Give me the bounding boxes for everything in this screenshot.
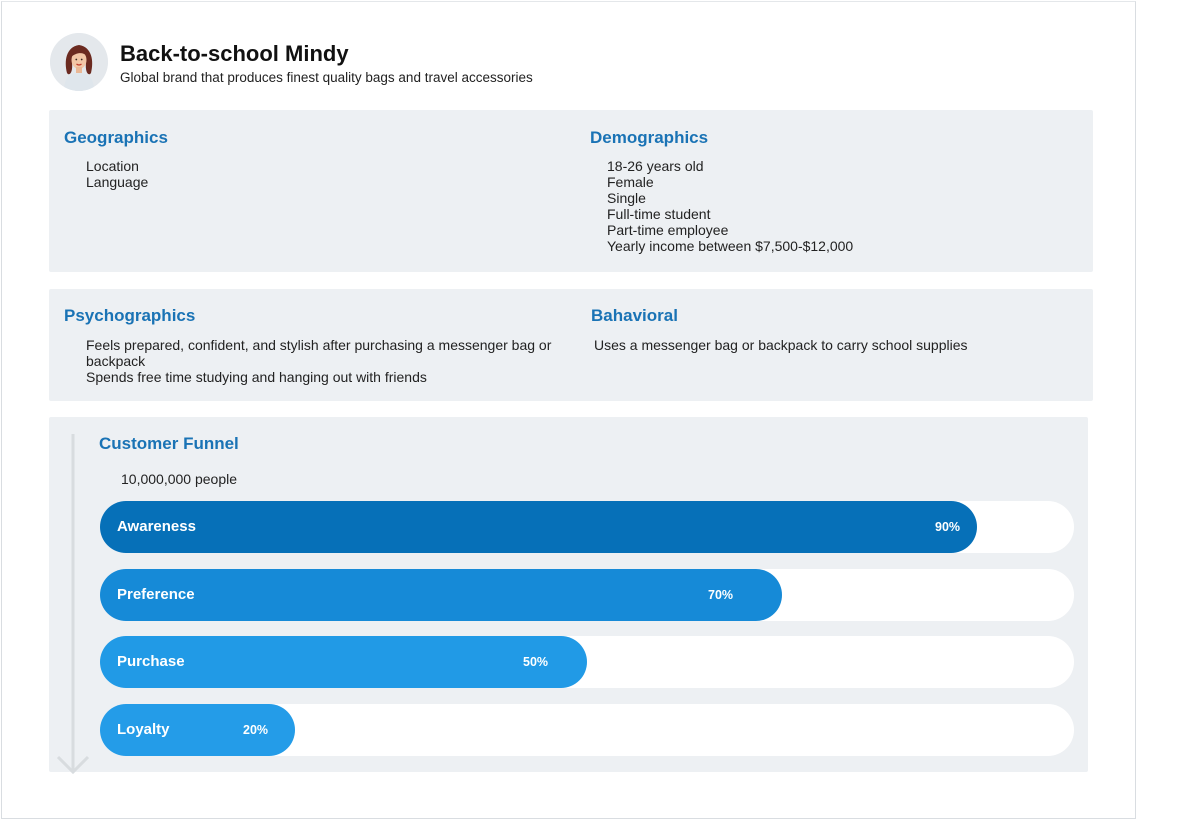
- geographics-title: Geographics: [64, 128, 168, 147]
- funnel-stage-label: Awareness: [117, 518, 196, 535]
- psycho-behavior-panel: Psychographics Feels prepared, confident…: [49, 289, 1093, 401]
- psychographics-list: Feels prepared, confident, and stylish a…: [86, 337, 566, 385]
- woman-portrait-icon: [50, 33, 108, 91]
- psychographics-title: Psychographics: [64, 306, 196, 325]
- funnel-stage-label: Preference: [117, 586, 195, 603]
- demographics-item: Part-time employee: [607, 222, 729, 238]
- demographics-list: 18-26 years old Female Single Full-time …: [607, 158, 853, 254]
- geographics-list: Location Language: [86, 158, 148, 190]
- funnel-bar-preference: Preference 70%: [100, 569, 782, 621]
- funnel-stage-purchase: Purchase 50%: [100, 636, 1074, 688]
- funnel-stage-percent: 70%: [708, 588, 734, 602]
- demographics-item: Full-time student: [607, 206, 711, 222]
- demographics-item: Single: [607, 190, 646, 206]
- funnel-stage-label: Loyalty: [117, 721, 170, 738]
- customer-funnel-panel: Customer Funnel 10,000,000 people Awaren…: [49, 417, 1088, 775]
- behavioral-item: Uses a messenger bag or backpack to carr…: [594, 337, 968, 353]
- funnel-stage-percent: 50%: [523, 655, 549, 669]
- funnel-bar-loyalty: Loyalty 20%: [100, 704, 295, 756]
- behavioral-title: Bahavioral: [591, 306, 678, 325]
- down-arrow-icon: [56, 434, 90, 775]
- funnel-bar-purchase: Purchase 50%: [100, 636, 587, 688]
- funnel-stage-loyalty: Loyalty 20%: [100, 704, 1074, 756]
- funnel-stage-awareness: Awareness 90%: [100, 501, 1074, 553]
- funnel-people-count: 10,000,000 people: [121, 471, 237, 487]
- persona-avatar: [50, 33, 108, 91]
- geo-demo-panel: Geographics Location Language Demographi…: [49, 110, 1093, 272]
- demographics-item: Yearly income between $7,500-$12,000: [607, 238, 854, 254]
- funnel-stage-percent: 90%: [935, 520, 961, 534]
- persona-name: Back-to-school Mindy: [120, 41, 349, 66]
- behavioral-list: Uses a messenger bag or backpack to carr…: [594, 337, 968, 353]
- geographics-item: Language: [86, 174, 149, 190]
- psychographics-item: Spends free time studying and hanging ou…: [86, 369, 427, 385]
- funnel-stage-preference: Preference 70%: [100, 569, 1074, 621]
- funnel-stage-percent: 20%: [243, 723, 269, 737]
- funnel-title: Customer Funnel: [99, 434, 239, 453]
- geographics-item: Location: [86, 158, 139, 174]
- persona-description: Global brand that produces finest qualit…: [120, 70, 533, 85]
- funnel-stage-label: Purchase: [117, 653, 185, 670]
- demographics-item: 18-26 years old: [607, 158, 704, 174]
- demographics-title: Demographics: [590, 128, 709, 147]
- psychographics-item: Feels prepared, confident, and stylish a…: [86, 337, 552, 369]
- demographics-item: Female: [607, 174, 654, 190]
- funnel-bar-awareness: Awareness 90%: [100, 501, 977, 553]
